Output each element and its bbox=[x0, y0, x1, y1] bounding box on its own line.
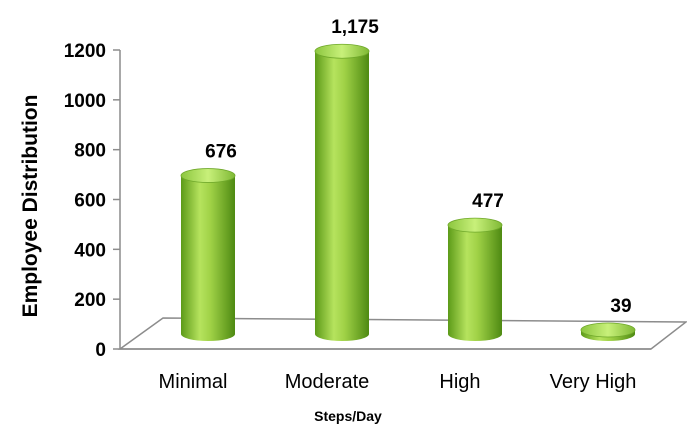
bar-top bbox=[314, 43, 370, 59]
data-label: 477 bbox=[472, 191, 504, 212]
data-label: 39 bbox=[610, 296, 631, 317]
category-label: Minimal bbox=[159, 371, 228, 393]
bar-top bbox=[447, 217, 503, 233]
category-labels: Minimal Moderate High Very High bbox=[159, 371, 637, 393]
category-label: Moderate bbox=[285, 371, 370, 393]
bar-very-high bbox=[580, 322, 636, 341]
bar-high bbox=[447, 217, 503, 341]
y-tick-label: 800 bbox=[74, 141, 106, 162]
y-tick-label: 1200 bbox=[64, 41, 106, 62]
y-axis-title: Employee Distribution bbox=[19, 95, 42, 318]
bar-moderate bbox=[314, 43, 370, 342]
bar-top bbox=[180, 168, 236, 183]
y-tick-label: 0 bbox=[95, 340, 106, 361]
bar-body bbox=[315, 51, 369, 342]
bar-body bbox=[181, 175, 235, 341]
bar-minimal bbox=[180, 168, 236, 341]
y-axis-ticks: 0 200 400 600 800 1000 1200 bbox=[64, 41, 120, 361]
y-tick-label: 600 bbox=[74, 191, 106, 212]
y-tick-label: 200 bbox=[74, 290, 106, 311]
bar-top bbox=[580, 322, 636, 338]
category-label: Very High bbox=[550, 371, 637, 393]
y-tick-label: 400 bbox=[74, 240, 106, 261]
bars-group: 676 1,175 477 39 bbox=[180, 17, 636, 342]
data-label: 676 bbox=[205, 142, 237, 163]
data-label: 1,175 bbox=[331, 17, 379, 38]
x-axis-title: Steps/Day bbox=[314, 408, 382, 424]
bar-body bbox=[448, 225, 502, 341]
category-label: High bbox=[439, 371, 480, 393]
y-tick-label: 1000 bbox=[64, 91, 106, 112]
